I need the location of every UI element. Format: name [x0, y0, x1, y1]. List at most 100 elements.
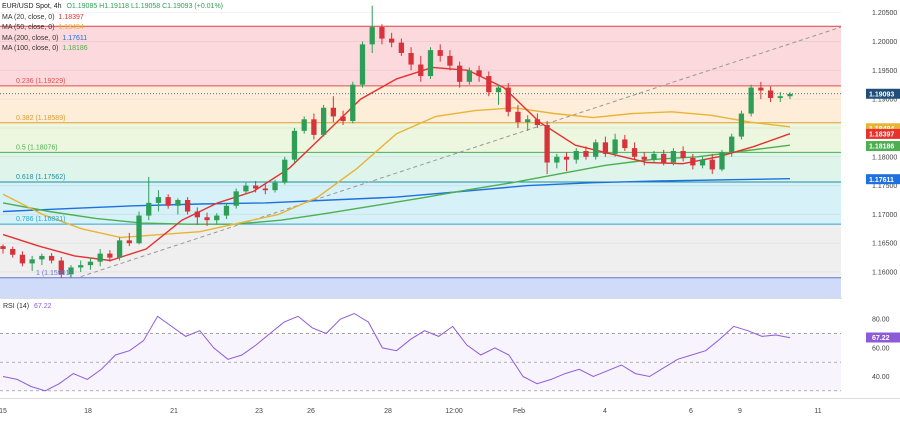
candle-body	[709, 159, 715, 170]
x-tick-label: Feb	[513, 408, 525, 415]
fib-label: 0.786 (1.16831)	[16, 216, 65, 223]
candle-body	[729, 136, 735, 153]
fib-band	[0, 152, 841, 183]
candle-body	[223, 205, 230, 216]
y-tick-label: 1.19000	[872, 97, 897, 104]
rsi-value: 67.22	[34, 303, 52, 310]
candle-body	[447, 55, 453, 66]
rsi-legend[interactable]: RSI (14) 67.22	[3, 303, 52, 310]
x-tick-label: 21	[170, 408, 178, 415]
candle-body	[583, 151, 589, 157]
legend-ma20[interactable]: MA (20, close, 0) 1.18397	[2, 13, 223, 24]
price-tag	[866, 174, 900, 185]
candle-body	[340, 116, 346, 122]
candle-body	[787, 93, 793, 97]
panel-divider	[0, 298, 900, 299]
fib-labels: 0.236 (1.19229) 0.382 (1.18589) 0.5 (1.180…	[16, 78, 72, 277]
price-tag	[866, 141, 900, 152]
legend-ma200-label: MA (200, close, 0)	[2, 34, 59, 42]
candle-body	[39, 255, 45, 260]
y-tick-label: 1.19500	[872, 68, 897, 75]
candle-body	[525, 119, 531, 123]
candle-body	[126, 240, 132, 244]
fib-label: 0.5 (1.18076)	[16, 144, 58, 151]
candle-body	[563, 156, 570, 160]
price-tag-label: 1.17611	[869, 177, 894, 184]
candle-body	[350, 84, 356, 122]
candle-body	[534, 119, 541, 126]
rsi-tick-label: 80.00	[872, 317, 890, 324]
candle-body	[175, 200, 181, 206]
x-tick-label: 18	[84, 408, 92, 415]
candle-body	[427, 50, 434, 77]
candle-body	[670, 151, 677, 163]
ma20-line	[2, 66, 791, 262]
candle-body	[408, 53, 414, 65]
candle-body	[233, 191, 239, 206]
x-tick-label: 9	[738, 408, 742, 415]
candle-body	[758, 87, 764, 91]
fib-label: 0.236 (1.19229)	[16, 78, 65, 85]
candle-body	[291, 130, 298, 160]
candle-body	[214, 215, 220, 221]
candle-body	[330, 107, 336, 117]
trendline	[80, 26, 842, 278]
fib-label: 0.618 (1.17562)	[16, 174, 65, 181]
fib-label: 0.382 (1.18589)	[16, 115, 65, 122]
candle-body	[78, 265, 84, 268]
axis-bg	[842, 0, 900, 421]
candle-body	[602, 142, 609, 154]
candle-body	[165, 197, 171, 206]
ma100-line	[2, 144, 791, 225]
candle-body	[593, 142, 599, 157]
legend-ma50-value: 1.18494	[58, 24, 84, 31]
x-tick-label: 28	[384, 408, 392, 415]
legend-ma100-label: MA (100, close, 0)	[2, 45, 59, 52]
candle-body	[690, 157, 696, 166]
candle-body	[194, 211, 200, 218]
price-tag-label: 1.18186	[869, 144, 894, 151]
legend-ma20-label: MA (20, close, 0)	[2, 13, 55, 21]
ma50-line	[2, 107, 791, 239]
price-tag-label: 1.18397	[869, 131, 894, 138]
rsi-tick-label: 60.00	[872, 345, 890, 352]
legend-ma200-value: 1.17611	[62, 34, 88, 42]
legend-ma50[interactable]: MA (50, close, 0) 1.18494	[2, 23, 223, 34]
x-tick-label: 6	[689, 408, 693, 415]
candle-body	[544, 125, 550, 163]
legend-ma100[interactable]: MA (100, close, 0) 1.18186	[2, 44, 223, 55]
fib-label: 1 (1.15901)	[36, 270, 72, 277]
legend-ma200[interactable]: MA (200, close, 0) 1.17611	[2, 34, 223, 45]
ma200-line	[2, 178, 791, 213]
symbol-row: EUR/USD Spot, 4h O1.19085 H1.19118 L1.19…	[2, 2, 223, 13]
candle-body	[0, 246, 6, 249]
candle-body	[136, 215, 142, 244]
price-axis: 1.205001.200001.195001.190001.185001.180…	[842, 0, 900, 421]
symbol-title: EUR/USD Spot, 4h	[2, 3, 62, 10]
rsi-tick-label: 40.00	[872, 374, 890, 381]
candle-body	[204, 217, 210, 221]
candle-body	[651, 153, 657, 160]
candle-body	[418, 64, 424, 77]
candle-body	[58, 260, 64, 275]
y-tick-label: 1.17500	[872, 183, 897, 190]
y-tick-label: 1.20000	[872, 39, 897, 46]
y-tick-label: 1.17000	[872, 212, 897, 219]
rsi-tag-label: 67.22	[872, 335, 890, 342]
price-tag	[866, 128, 900, 139]
candle-body	[777, 96, 783, 98]
candle-body	[19, 254, 26, 264]
trendline	[80, 26, 842, 278]
price-tag	[866, 123, 900, 134]
fib-band	[0, 182, 841, 225]
x-tick-label: 4	[603, 408, 607, 415]
rsi-label: RSI (14)	[3, 303, 30, 310]
candle-body	[252, 185, 259, 189]
axis-divider	[0, 398, 900, 399]
candle-body	[68, 267, 74, 275]
time-axis: 15 18 21 23 26 28 12:00 Feb 4 6 9 11	[0, 408, 822, 415]
fib-band	[0, 224, 841, 278]
rsi-tag	[866, 332, 900, 343]
